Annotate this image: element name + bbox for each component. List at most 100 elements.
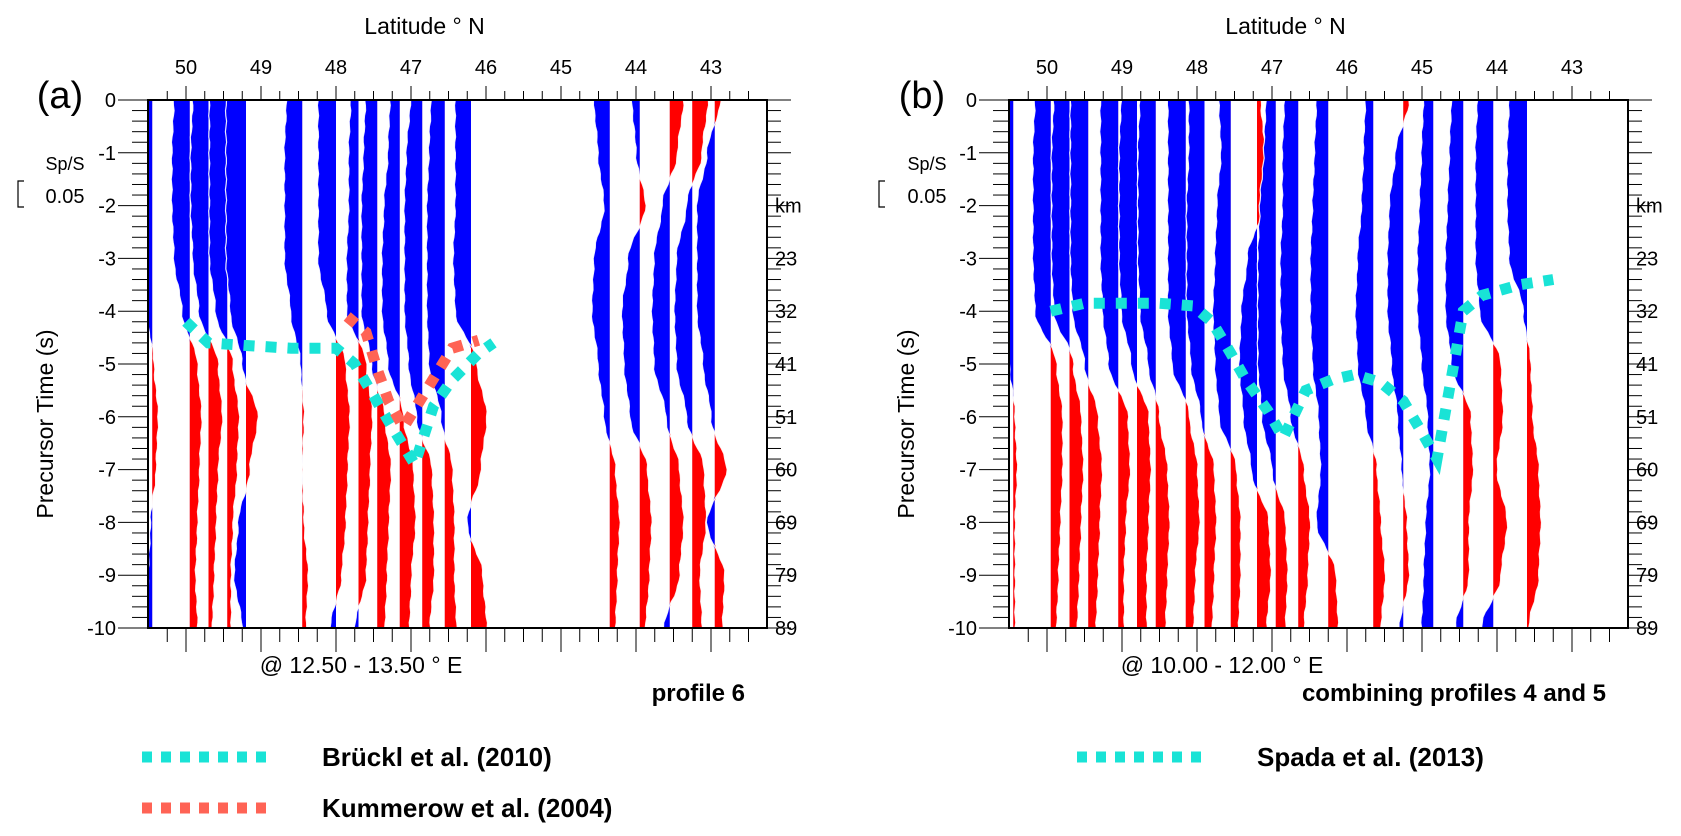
y-tick-label: -1 [98,143,116,165]
trace-positive-fill [1137,100,1156,628]
y-axis-title: Precursor Time (s) [32,329,58,518]
trace-positive-fill [403,100,423,628]
x-tick-label: 47 [400,57,422,79]
scale-bracket [17,180,24,208]
panel-b: 50 49 48 47 46 45 44 43 Latitude ° N @ 10.00 - 12… [878,13,1663,707]
trace-positive-fill [1032,100,1051,628]
trace-positive-fill [1185,100,1205,628]
trace-wiggle-line [695,100,728,628]
trace-negative-fill [1088,100,1103,628]
x-tick-label: 46 [475,57,497,79]
legend-label: Kummerow et al. (2004) [322,793,612,823]
trace-positive-fill [696,100,715,628]
x-tick-label: 48 [325,57,347,79]
legend-item-kummerow: Kummerow et al. (2004) [142,793,612,823]
trace-wiggle-line [1069,100,1104,628]
overlay-kummerow-line [343,312,481,439]
x-tick-label: 50 [1036,57,1058,79]
trace-negative-fill [1118,100,1131,628]
right-tick-label: 41 [1636,354,1658,376]
right-tick-label: 32 [775,301,797,323]
trace-wiggle-line [1354,100,1387,628]
trace-negative-fill [189,100,203,628]
trace-negative-fill [336,100,351,628]
trace-positive-fill [208,100,228,628]
trace-wiggle-line [224,100,260,628]
trace-negative-fill [1069,100,1084,628]
trace-wiggle-line [283,100,310,628]
x-tick-label: 43 [1561,57,1583,79]
trace-positive-fill [426,100,445,628]
trace-wiggle-line [650,100,685,628]
y-tick-label: -5 [959,354,977,376]
y-tick-label: -5 [98,354,116,376]
y-tick-label: -8 [98,512,116,534]
trace-positive-fill [171,100,190,628]
trace-negative-fill [1463,100,1474,628]
scale-value: 0.05 [908,186,947,208]
trace-positive-fill [1167,100,1186,628]
trace-negative-fill [639,100,653,628]
trace-negative-fill [377,100,392,628]
trace-wiggle-line [1444,100,1475,628]
trace-wiggle-line [1505,100,1543,628]
right-tick-label: 51 [1636,407,1658,429]
trace-positive-fill [1257,100,1276,628]
trace-negative-fill [444,100,458,628]
trace-positive-fill [1474,100,1494,628]
x-axis-bottom-label: @ 12.50 - 13.50 ° E [260,652,463,678]
x-tick-label: 45 [550,57,572,79]
trace-positive-fill [283,100,303,628]
right-tick-label: 23 [1636,248,1658,270]
trace-positive-fill [1309,100,1329,628]
trace-negative-fill [302,100,309,628]
y-tick-label: -2 [98,196,116,218]
trace-wiggle-line [403,100,436,628]
panel-label: (a) [37,75,83,117]
x-tick-label: 48 [1186,57,1208,79]
x-axis-title: Latitude ° N [364,13,484,39]
trace-wiggle-line [345,100,374,628]
right-tick-label: 32 [1636,301,1658,323]
trace-negative-fill [422,100,435,628]
trace-wiggle-line [208,100,241,628]
trace-wiggle-line [1166,100,1201,628]
trace-positive-fill [1238,100,1257,628]
trace-negative-fill [1328,100,1339,628]
y-tick-label: -7 [959,460,977,482]
trace-positive-fill [1118,100,1137,628]
trace-positive-fill [591,100,610,628]
trace-negative-fill [1257,100,1272,628]
trace-wiggle-line [1031,100,1064,628]
x-tick-label: 44 [1486,57,1508,79]
trace-wiggle-line [148,324,160,605]
legend-item-bruckl: Brückl et al. (2010) [142,742,552,772]
y-tick-label: -10 [87,618,116,640]
trace-wiggle-line [1474,100,1509,628]
right-tick-label: 41 [775,354,797,376]
trace-positive-fill [345,100,359,628]
right-tick-label: 60 [1636,460,1658,482]
trace-negative-fill [399,100,417,628]
trace-wiggle-line [316,100,352,628]
trace-positive-fill [381,100,400,628]
scale-value: 0.05 [46,186,85,208]
trace-positive-fill [651,100,670,628]
y-tick-label: -4 [98,301,116,323]
trace-positive-fill [452,100,471,628]
trace-positive-fill [1009,100,1014,628]
trace-wiggle-line [1211,100,1242,628]
trace-positive-fill [673,100,693,628]
trace-positive-fill [1416,100,1434,628]
trace-wiggle-line [1256,100,1289,628]
trace-wiggle-line [1185,100,1218,628]
x-tick-label: 43 [700,57,722,79]
y-tick-label: -3 [98,248,116,270]
trace-wiggle-line [451,100,489,628]
trace-positive-fill [1444,100,1464,628]
trace-negative-fill [1013,100,1018,628]
trace-negative-fill [1403,100,1410,628]
trace-wiggle-line [360,100,393,628]
trace-positive-fill [189,100,209,628]
trace-negative-fill [246,100,259,628]
